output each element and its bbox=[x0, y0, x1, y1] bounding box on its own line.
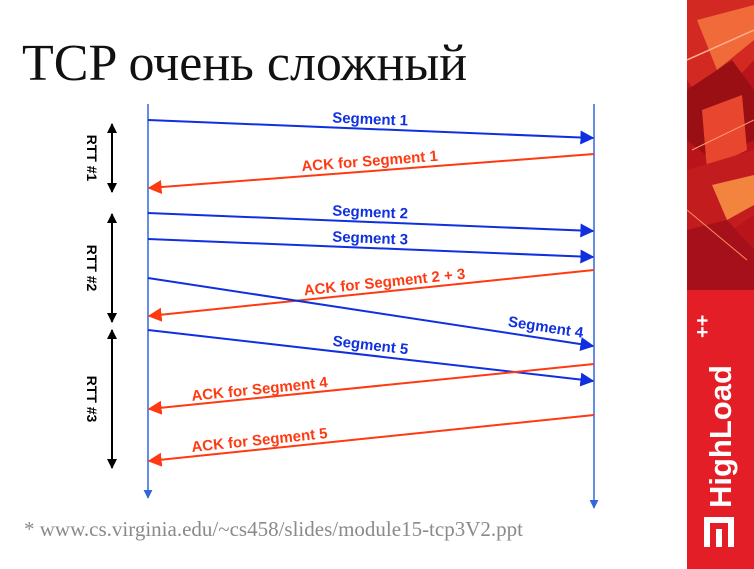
ack-segment-5-label: ACK for Segment 5 bbox=[191, 425, 329, 456]
rtt-2-label: RTT #2 bbox=[84, 245, 100, 292]
rtt-1-label: RTT #1 bbox=[84, 135, 100, 182]
highload-logo: HighLoad ++ bbox=[692, 315, 738, 547]
slide-title: TCP очень сложный bbox=[22, 35, 468, 92]
ack-segment-1-arrow bbox=[147, 153, 595, 195]
segment-3-label: Segment 3 bbox=[332, 228, 408, 248]
segment-4-label: Segment 4 bbox=[507, 313, 585, 341]
highload-logo-superscript: ++ bbox=[692, 315, 714, 338]
segment-1-arrow bbox=[147, 119, 595, 145]
segment-2-label: Segment 2 bbox=[332, 202, 408, 222]
source-footnote: * www.cs.virginia.edu/~cs458/slides/modu… bbox=[24, 517, 523, 541]
segment-2-arrow bbox=[147, 212, 595, 238]
ack-segment-4-arrow bbox=[147, 363, 595, 415]
highload-logo-text: HighLoad bbox=[703, 365, 738, 508]
ack-segment-2-3-label: ACK for Segment 2 + 3 bbox=[303, 266, 466, 300]
segment-4-arrow bbox=[147, 277, 595, 352]
ack-segment-4-label: ACK for Segment 4 bbox=[191, 374, 329, 405]
ack-segment-2-3-arrow bbox=[147, 269, 595, 322]
highload-logo-mark bbox=[704, 517, 734, 547]
brand-decoration-image bbox=[687, 0, 754, 290]
ack-segment-5-arrow bbox=[147, 414, 595, 467]
segment-5-label: Segment 5 bbox=[332, 333, 409, 358]
segment-1-label: Segment 1 bbox=[332, 109, 408, 129]
brand-sidebar: HighLoad ++ bbox=[687, 0, 754, 569]
rtt-3-label: RTT #3 bbox=[84, 376, 100, 423]
segment-3-arrow bbox=[147, 238, 595, 264]
